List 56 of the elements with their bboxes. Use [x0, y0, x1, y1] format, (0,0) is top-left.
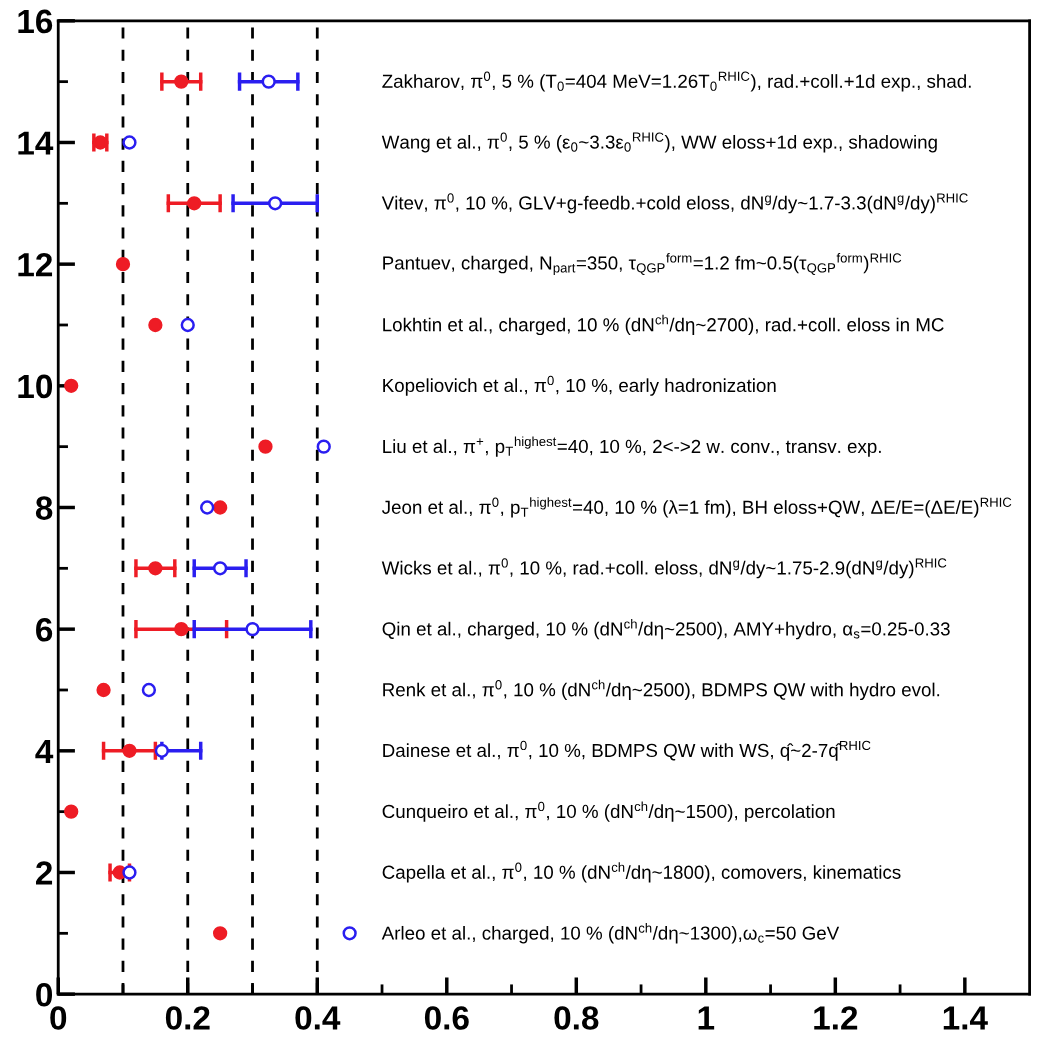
annotation: Renk et al., π$^{0}$, 10 % (dN$^{ch}$/dη~2500), BDMPS QW with hydro evol.	[383, 679, 940, 701]
point	[200, 500, 215, 515]
annotation: Wicks et al., π$^{0}$, 10 %, rad.+coll. eloss, dN$^{g}$/dy~1.75-2.9(dN$^{g}$/dy)$^{RHIC}$	[381, 558, 947, 579]
point	[187, 196, 202, 211]
point	[180, 317, 195, 333]
annotation: Liu et al., π$^{+}$, p$_{T}$$^{highest}$=40, 10 %, 2<->2 w. conv., transv. exp.	[383, 436, 881, 457]
point	[268, 196, 283, 211]
annotation: Cunqueiro et al., π$^{0}$, 10 % (dN$^{ch}$/dη~1500), percolation	[382, 801, 835, 822]
y-tick-label: 2	[36, 861, 53, 885]
text: Pantuev, charged, N$_{part}$=350, τ$_{QGP}$$^{form}$=1.2 fm~0.5(τ$_{QGP}$$^{form}$)$^{RHIC}$	[383, 253, 902, 276]
point	[122, 743, 137, 758]
annotation: Vitev, π$^{0}$, 10 %, GLV+g-feedb.+cold eloss, dN$^{g}$/dy~1.7-3.3(dN$^{g}$/dy)$^{RHIC}$	[381, 193, 968, 214]
y-tick-label: 6	[36, 617, 53, 642]
point	[245, 622, 260, 637]
annotation: Jeon et al., π$^{0}$, p$_{T}$$^{highest}$=40, 10 % (λ=1 fm), BH eloss+QW, ΔE/E=(ΔE/E)$^{RHIC}$	[382, 497, 1012, 518]
y-tick-label: 0	[36, 982, 53, 1007]
point	[148, 317, 163, 333]
point	[148, 561, 163, 576]
point	[316, 439, 331, 454]
point	[212, 926, 228, 941]
point	[122, 135, 137, 150]
annotation: Capella et al., π$^{0}$, 10 % (dN$^{ch}$/dη~1800), comovers, kinematics	[382, 862, 901, 883]
annotation: Wang et al., π$^{0}$, 5 % (ε$_{0}$~3.3ε$_{0}$$^{RHIC}$), WW eloss+1d exp., shadowing	[381, 132, 937, 153]
x-tick-label: 0.4	[295, 1006, 341, 1030]
annotation: Kopeliovich et al., π$^{0}$, 10 %, early hadronization	[383, 375, 776, 396]
y-tick-label: 12	[18, 252, 53, 277]
annotation: Qin et al., charged, 10 % (dN$^{ch}$/dη~2500), AMY+hydro, α$_{s}$=0.25-0.33	[382, 618, 950, 640]
point	[258, 439, 273, 454]
y-tick-label: 4	[35, 739, 54, 763]
point	[212, 500, 228, 515]
x-tick-label: 0.2	[165, 1006, 210, 1030]
annotation: Arleo et al., charged, 10 % (dN$^{ch}$/dη~1300),ω$_{c}$=50 GeV	[381, 923, 840, 944]
annotation: Zakharov, π$^{0}$, 5 % (T$_{0}$=404 MeV=1.26T$_{0}$$^{RHIC}$), rad.+coll.+1d exp., shad.	[382, 71, 971, 92]
point	[261, 74, 276, 89]
point	[64, 378, 79, 393]
point	[342, 926, 357, 941]
y-tick-label: 10	[18, 374, 53, 399]
point	[174, 74, 189, 89]
point	[96, 682, 111, 698]
point	[154, 743, 169, 758]
annotation: Lokhtin et al., charged, 10 % (dN$^{ch}$/dη~2700), rad.+coll. eloss in MC	[383, 314, 944, 336]
point	[174, 622, 189, 637]
x-tick-label: 0.6	[424, 1006, 469, 1030]
point	[212, 561, 228, 576]
point	[122, 865, 137, 880]
point	[64, 804, 79, 819]
x-tick-label: 1.4	[943, 1006, 988, 1030]
point	[115, 257, 131, 272]
x-tick-label: 1	[698, 1006, 715, 1030]
x-tick-label: 0.8	[554, 1006, 599, 1030]
point	[141, 682, 157, 698]
annotation: Dainese et al., π$^{0}$, 10 %, BDMPS QW with WS, q̂~2-7q̂$^{RHIC}$	[383, 740, 871, 761]
y-tick-label: 14	[18, 131, 54, 155]
x-tick-label: 1.2	[814, 1006, 858, 1030]
y-tick-label: 16	[18, 9, 53, 34]
y-tick-label: 8	[35, 496, 53, 520]
